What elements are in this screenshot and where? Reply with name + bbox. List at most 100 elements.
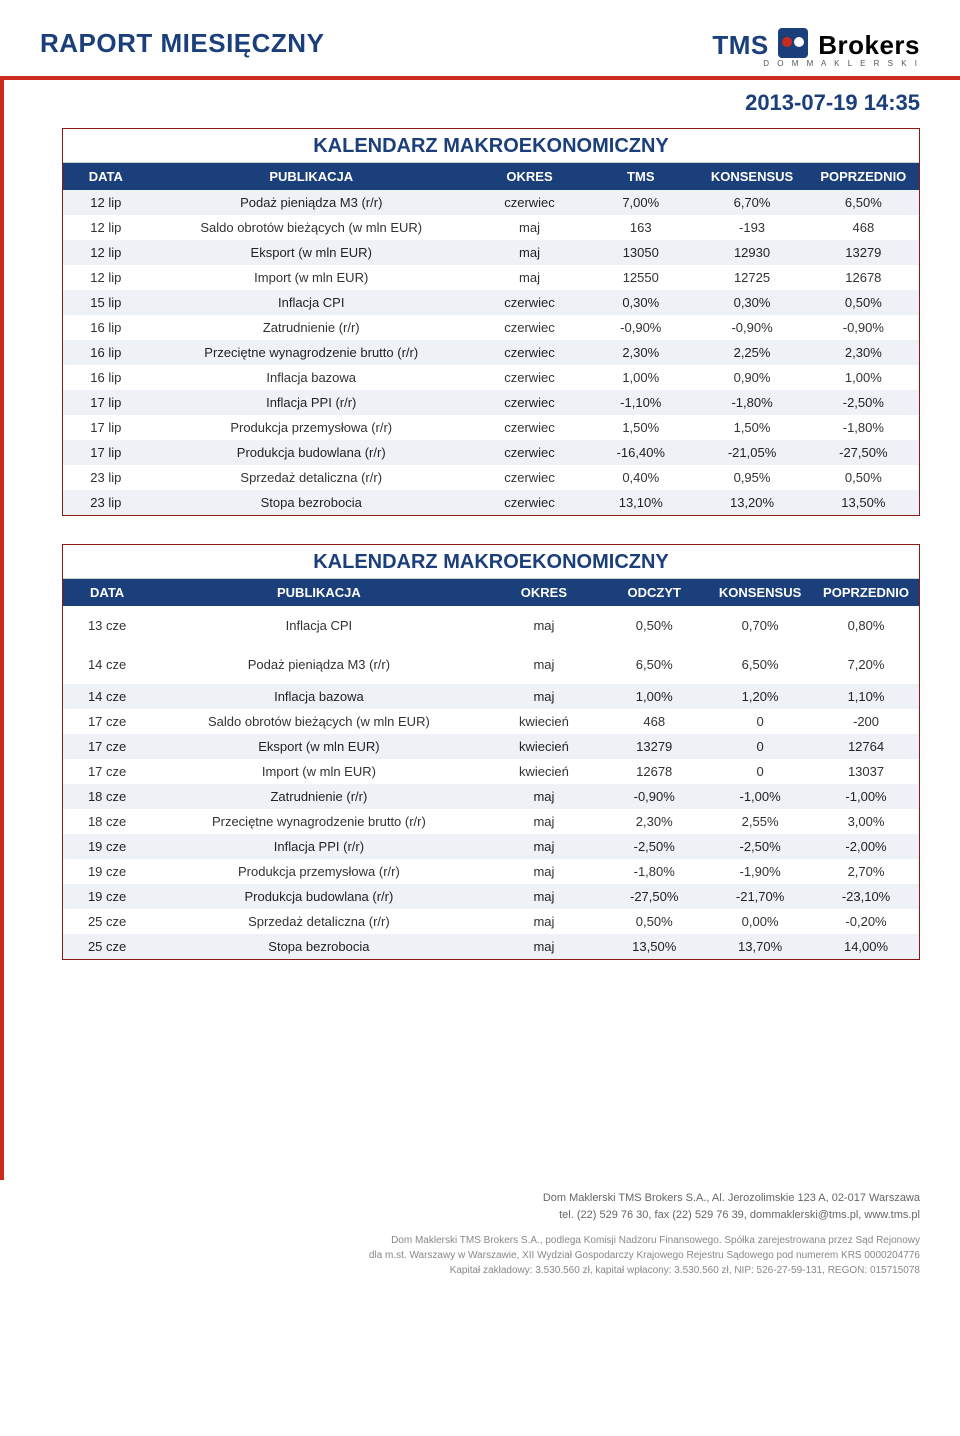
table-row: 14 czePodaż pieniądza M3 (r/r)maj6,50%6,…	[63, 645, 919, 684]
table-cell: Zatrudnienie (r/r)	[151, 784, 486, 809]
table-cell: 6,50%	[601, 645, 707, 684]
table-cell: 2,25%	[696, 340, 807, 365]
table-cell: 14,00%	[813, 934, 919, 959]
report-datetime: 2013-07-19 14:35	[40, 90, 920, 116]
table-cell: 7,00%	[585, 190, 696, 215]
table-row: 18 czePrzeciętne wynagrodzenie brutto (r…	[63, 809, 919, 834]
table-cell: 17 lip	[63, 440, 149, 465]
table-cell: 25 cze	[63, 909, 151, 934]
table-cell: 13050	[585, 240, 696, 265]
table-row: 17 czeSaldo obrotów bieżących (w mln EUR…	[63, 709, 919, 734]
table-cell: -2,50%	[601, 834, 707, 859]
calendar-table-1: KALENDARZ MAKROEKONOMICZNY DATAPUBLIKACJ…	[62, 128, 920, 516]
table-cell: maj	[474, 215, 585, 240]
table-cell: 15 lip	[63, 290, 149, 315]
table-cell: 0,00%	[707, 909, 813, 934]
footer-line1: Dom Maklerski TMS Brokers S.A., Al. Jero…	[62, 1190, 920, 1207]
table-cell: Import (w mln EUR)	[149, 265, 474, 290]
table-cell: 0	[707, 734, 813, 759]
table-cell: czerwiec	[474, 490, 585, 515]
table-cell: 3,00%	[813, 809, 919, 834]
table-cell: 12550	[585, 265, 696, 290]
table-cell: Inflacja bazowa	[149, 365, 474, 390]
table-cell: -1,80%	[696, 390, 807, 415]
table-row: 17 lipProdukcja budowlana (r/r)czerwiec -…	[63, 440, 919, 465]
table-cell: -27,50%	[808, 440, 919, 465]
table1-title: KALENDARZ MAKROEKONOMICZNY	[63, 129, 919, 163]
column-header: KONSENSUS	[707, 579, 813, 606]
table-cell: 17 cze	[63, 734, 151, 759]
table-cell: maj	[487, 784, 602, 809]
table-cell: czerwiec	[474, 440, 585, 465]
table-cell: Sprzedaż detaliczna (r/r)	[151, 909, 486, 934]
table-cell: 18 cze	[63, 784, 151, 809]
table-cell: 1,50%	[585, 415, 696, 440]
column-header: PUBLIKACJA	[151, 579, 486, 606]
table-cell: Przeciętne wynagrodzenie brutto (r/r)	[149, 340, 474, 365]
table-cell: 0,50%	[808, 465, 919, 490]
column-header: PUBLIKACJA	[149, 163, 474, 190]
table-cell: 2,55%	[707, 809, 813, 834]
table-row: 17 czeImport (w mln EUR)kwiecień12678013…	[63, 759, 919, 784]
logo-tms-text: TMS	[712, 30, 768, 60]
table-cell: 13 cze	[63, 606, 151, 645]
table-cell: 6,50%	[707, 645, 813, 684]
table-cell: czerwiec	[474, 340, 585, 365]
table-cell: Produkcja budowlana (r/r)	[149, 440, 474, 465]
table1: DATAPUBLIKACJAOKRESTMSKONSENSUSPOPRZEDNI…	[63, 163, 919, 515]
table-row: 19 czeProdukcja budowlana (r/r)maj-27,50…	[63, 884, 919, 909]
table-cell: 12678	[808, 265, 919, 290]
table-cell: 12930	[696, 240, 807, 265]
table-cell: 0,70%	[707, 606, 813, 645]
report-title: RAPORT MIESIĘCZNY	[40, 28, 324, 59]
table-cell: -2,50%	[808, 390, 919, 415]
table-row: 19 czeProdukcja przemysłowa (r/r)maj-1,8…	[63, 859, 919, 884]
table-row: 17 czeEksport (w mln EUR)kwiecień1327901…	[63, 734, 919, 759]
table-row: 18 czeZatrudnienie (r/r)maj-0,90%-1,00%-…	[63, 784, 919, 809]
table2: DATAPUBLIKACJAOKRESODCZYTKONSENSUSPOPRZE…	[63, 579, 919, 959]
table-cell: 6,50%	[808, 190, 919, 215]
table-cell: Produkcja budowlana (r/r)	[151, 884, 486, 909]
table-cell: 17 cze	[63, 759, 151, 784]
table-cell: -23,10%	[813, 884, 919, 909]
table-cell: maj	[487, 684, 602, 709]
table-cell: -200	[813, 709, 919, 734]
table-cell: -21,05%	[696, 440, 807, 465]
table-cell: -27,50%	[601, 884, 707, 909]
table-cell: 1,00%	[808, 365, 919, 390]
table-cell: Produkcja przemysłowa (r/r)	[149, 415, 474, 440]
table-cell: 13279	[808, 240, 919, 265]
table-cell: czerwiec	[474, 190, 585, 215]
table-cell: 0,50%	[601, 606, 707, 645]
table-cell: -2,00%	[813, 834, 919, 859]
table-row: 17 lipProdukcja przemysłowa (r/r)czerwie…	[63, 415, 919, 440]
table-cell: 0,95%	[696, 465, 807, 490]
table-cell: 1,10%	[813, 684, 919, 709]
table-cell: maj	[487, 834, 602, 859]
table-cell: 12725	[696, 265, 807, 290]
table-row: 12 lipImport (w mln EUR)maj1255012725126…	[63, 265, 919, 290]
table-cell: Inflacja PPI (r/r)	[151, 834, 486, 859]
table-cell: maj	[487, 909, 602, 934]
table-cell: Saldo obrotów bieżących (w mln EUR)	[151, 709, 486, 734]
table-cell: Stopa bezrobocia	[149, 490, 474, 515]
table-cell: 14 cze	[63, 684, 151, 709]
table-cell: 0,80%	[813, 606, 919, 645]
column-header: DATA	[63, 163, 149, 190]
table-row: 17 lipInflacja PPI (r/r)czerwiec-1,10%-1…	[63, 390, 919, 415]
table2-title: KALENDARZ MAKROEKONOMICZNY	[63, 545, 919, 579]
table-cell: -193	[696, 215, 807, 240]
table-cell: czerwiec	[474, 290, 585, 315]
table-cell: 12 lip	[63, 215, 149, 240]
table-cell: 0,30%	[696, 290, 807, 315]
table-row: 12 lipEksport (w mln EUR)maj130501293013…	[63, 240, 919, 265]
table-cell: 2,30%	[808, 340, 919, 365]
table-cell: maj	[487, 884, 602, 909]
column-header: TMS	[585, 163, 696, 190]
table-cell: 1,20%	[707, 684, 813, 709]
table-cell: Eksport (w mln EUR)	[151, 734, 486, 759]
column-header: OKRES	[487, 579, 602, 606]
table-cell: 14 cze	[63, 645, 151, 684]
table-cell: czerwiec	[474, 390, 585, 415]
table-cell: -1,80%	[601, 859, 707, 884]
